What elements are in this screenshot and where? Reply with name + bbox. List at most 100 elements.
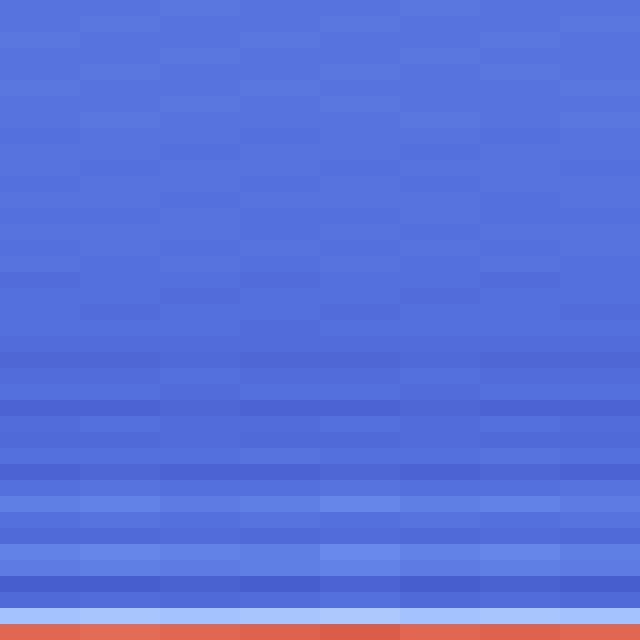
cell (320, 624, 400, 640)
cell (160, 544, 240, 560)
cell (480, 336, 560, 352)
cell (400, 320, 480, 336)
cell (80, 592, 160, 608)
cell (80, 480, 160, 496)
cell (80, 560, 160, 576)
cell (320, 448, 400, 464)
cell (0, 560, 80, 576)
cell (160, 112, 240, 128)
cell (160, 288, 240, 304)
cell (560, 464, 640, 480)
cell (240, 480, 320, 496)
cell (560, 400, 640, 416)
cell (480, 560, 560, 576)
cell (0, 432, 80, 448)
cell (560, 256, 640, 272)
cell (160, 224, 240, 240)
cell (480, 608, 560, 624)
cell (80, 304, 160, 320)
cell (400, 560, 480, 576)
cell (320, 64, 400, 80)
cell (400, 336, 480, 352)
cell (320, 608, 400, 624)
cell (240, 608, 320, 624)
cell (80, 496, 160, 512)
cell (240, 224, 320, 240)
cell (160, 592, 240, 608)
cell (320, 336, 400, 352)
cell (0, 368, 80, 384)
cell (0, 384, 80, 400)
cell (320, 560, 400, 576)
cell (80, 96, 160, 112)
cell (240, 368, 320, 384)
cell (0, 496, 80, 512)
cell (0, 416, 80, 432)
cell (80, 336, 160, 352)
cell (480, 48, 560, 64)
cell (0, 576, 80, 592)
cell (160, 176, 240, 192)
cell (560, 512, 640, 528)
cell (480, 112, 560, 128)
cell (480, 240, 560, 256)
cell (400, 480, 480, 496)
cell (320, 240, 400, 256)
cell (160, 448, 240, 464)
cell (400, 208, 480, 224)
cell (80, 112, 160, 128)
cell (160, 400, 240, 416)
cell (240, 304, 320, 320)
cell (240, 160, 320, 176)
cell (560, 352, 640, 368)
cell (160, 240, 240, 256)
cell (400, 528, 480, 544)
cells (0, 0, 640, 640)
cell (560, 320, 640, 336)
cell (320, 576, 400, 592)
cell (240, 528, 320, 544)
cell (160, 208, 240, 224)
cell (160, 96, 240, 112)
cell (0, 160, 80, 176)
cell (560, 16, 640, 32)
cell (80, 48, 160, 64)
cell (560, 32, 640, 48)
cell (0, 112, 80, 128)
cell (400, 576, 480, 592)
cell (80, 192, 160, 208)
cell (0, 464, 80, 480)
cell (0, 592, 80, 608)
cell (0, 512, 80, 528)
cell (160, 560, 240, 576)
cell (320, 112, 400, 128)
cell (400, 304, 480, 320)
cell (400, 288, 480, 304)
cell (480, 432, 560, 448)
cell (480, 272, 560, 288)
cell (320, 160, 400, 176)
cell (0, 32, 80, 48)
cell (400, 608, 480, 624)
cell (560, 384, 640, 400)
cell (480, 0, 560, 16)
cell (80, 240, 160, 256)
cell (80, 224, 160, 240)
cell (160, 192, 240, 208)
cell (240, 96, 320, 112)
cell (0, 0, 80, 16)
cell (0, 400, 80, 416)
cell (240, 448, 320, 464)
cell (480, 80, 560, 96)
cell (0, 208, 80, 224)
cell (560, 304, 640, 320)
cell (480, 64, 560, 80)
cell (0, 480, 80, 496)
cell (480, 592, 560, 608)
cell (320, 512, 400, 528)
cell (320, 96, 400, 112)
cell (560, 368, 640, 384)
cell (560, 144, 640, 160)
cell (160, 432, 240, 448)
cell (240, 576, 320, 592)
